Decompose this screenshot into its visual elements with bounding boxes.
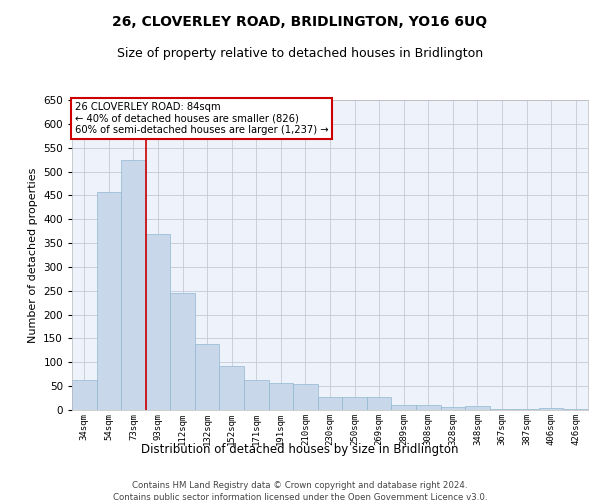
Bar [195,344,220,410]
Bar [146,234,170,410]
Bar [72,380,97,410]
Bar [170,292,195,410]
Bar [293,384,318,410]
Bar [367,397,391,410]
Bar [342,397,367,410]
Bar [465,406,490,410]
Bar [121,160,146,410]
Bar [220,366,244,410]
Text: Contains public sector information licensed under the Open Government Licence v3: Contains public sector information licen… [113,492,487,500]
Text: Distribution of detached houses by size in Bridlington: Distribution of detached houses by size … [141,442,459,456]
Bar [318,397,342,410]
Bar [563,408,588,410]
Bar [391,405,416,410]
Text: 26 CLOVERLEY ROAD: 84sqm
← 40% of detached houses are smaller (826)
60% of semi-: 26 CLOVERLEY ROAD: 84sqm ← 40% of detach… [74,102,328,134]
Y-axis label: Number of detached properties: Number of detached properties [28,168,38,342]
Bar [539,408,563,410]
Bar [97,192,121,410]
Bar [514,408,539,410]
Text: 26, CLOVERLEY ROAD, BRIDLINGTON, YO16 6UQ: 26, CLOVERLEY ROAD, BRIDLINGTON, YO16 6U… [112,15,488,29]
Bar [416,405,440,410]
Text: Contains HM Land Registry data © Crown copyright and database right 2024.: Contains HM Land Registry data © Crown c… [132,481,468,490]
Bar [490,408,514,410]
Bar [244,380,269,410]
Text: Size of property relative to detached houses in Bridlington: Size of property relative to detached ho… [117,48,483,60]
Bar [440,407,465,410]
Bar [269,384,293,410]
